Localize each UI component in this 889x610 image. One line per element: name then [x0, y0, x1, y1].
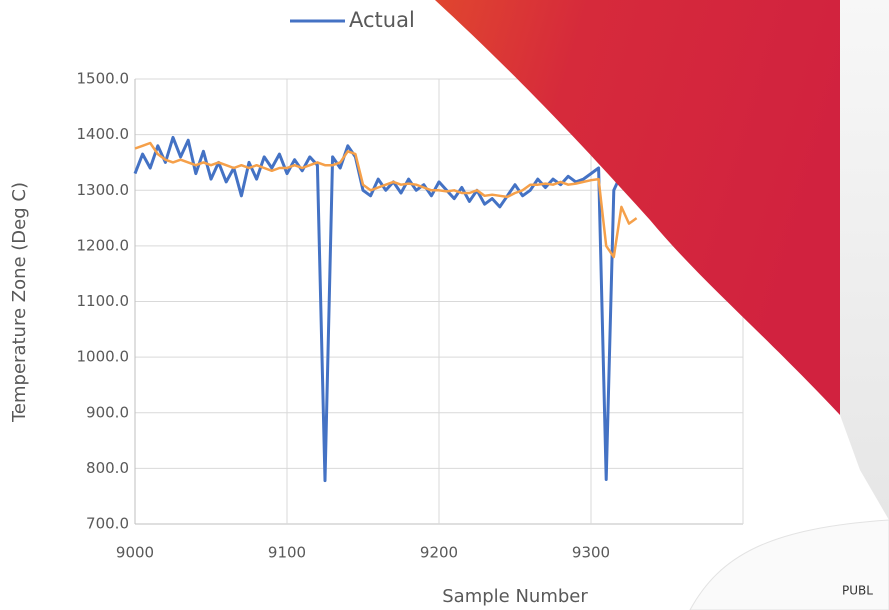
- x-tick-label: 9200: [420, 544, 458, 562]
- x-axis-title: Sample Number: [442, 586, 588, 607]
- series-line: [134, 141, 638, 259]
- y-tick-label: 1100.0: [77, 292, 130, 310]
- y-tick-label: 1500.0: [77, 70, 130, 88]
- y-tick-label: 1300.0: [77, 181, 130, 199]
- y-tick-label: 1000.0: [77, 348, 130, 366]
- x-tick-label: 9000: [116, 544, 154, 562]
- legend-label: Actual: [349, 8, 415, 32]
- background-shape: [840, 0, 889, 520]
- footer-text: PUBL: [842, 584, 873, 598]
- x-tick-label: 9300: [572, 544, 610, 562]
- y-tick-label: 1400.0: [77, 125, 130, 143]
- x-tick-label: 9100: [268, 544, 306, 562]
- series-line: [133, 135, 638, 483]
- y-axis-title: Temperature Zone (Deg C): [9, 182, 30, 423]
- white-decoration: [689, 519, 889, 610]
- y-tick-label: 800.0: [86, 459, 129, 477]
- y-tick-label: 900.0: [86, 403, 129, 421]
- y-tick-label: 700.0: [86, 515, 129, 533]
- plot-area: 700.0 800.0 900.0 1000.0 1100.0 1200.0 1300.0 1…: [77, 8, 744, 562]
- y-tick-label: 1200.0: [77, 236, 130, 254]
- red-decoration: [435, 0, 840, 415]
